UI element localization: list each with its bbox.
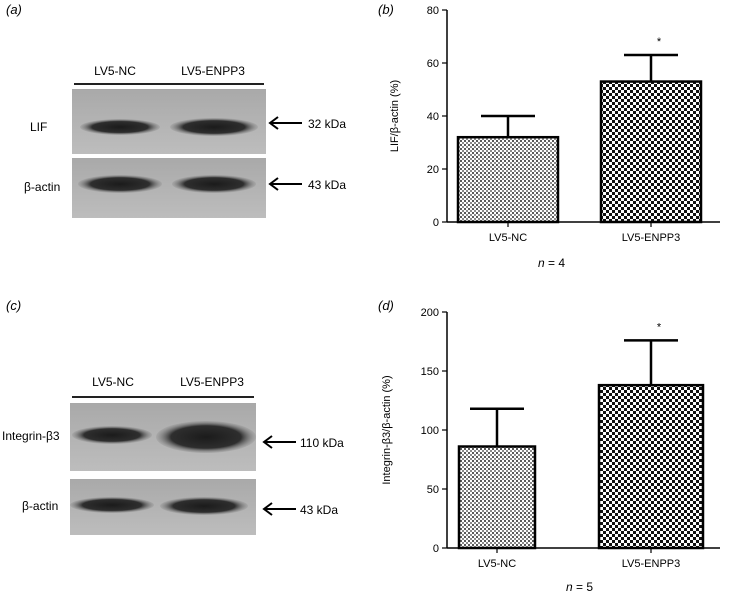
chart-b-y-tick-label: 0 [433, 217, 439, 229]
panel-b-letter: (b) [378, 2, 394, 17]
chart-b-n-var: n [538, 256, 545, 270]
chart-d-n-label: n = 5 [566, 580, 593, 594]
chart-b-y-label: LIF/β-actin (%) [389, 80, 401, 152]
blot-a-row-lif: LIF [30, 120, 48, 134]
chart-d-significance-1: * [657, 321, 662, 333]
blot-a-row-actin: β-actin [24, 180, 61, 194]
blot-c-kda-integrin: 110 kDa [300, 436, 344, 450]
blot-a-col-nc: LV5-NC [94, 64, 136, 78]
chart-d-bar-0 [457, 445, 537, 550]
blot-c-row-actin: β-actin [22, 499, 59, 513]
blot-a-actin-band-nc [78, 175, 162, 193]
blot-a-actin-band-enpp3 [172, 175, 256, 193]
chart-d-y-tick-label: 100 [421, 425, 439, 437]
chart-d-y-tick-label: 200 [421, 307, 439, 319]
chart-b-bar-0 [456, 135, 560, 224]
blot-a-image [72, 83, 266, 218]
blot-c-row-integrin: Integrin-β3 [2, 429, 60, 443]
blot-c-integrin-band-nc [72, 426, 152, 444]
blot-a-kda-lif: 32 kDa [308, 117, 347, 131]
blot-a-kda-actin: 43 kDa [308, 178, 347, 192]
blot-c-actin-band-nc [70, 497, 154, 513]
blot-a-col-enpp3: LV5-ENPP3 [181, 64, 245, 78]
chart-d-n-var: n [566, 580, 573, 594]
chart-d-category-label-0: LV5-NC [478, 558, 516, 570]
chart-b-category-label-0: LV5-NC [489, 232, 527, 244]
blot-c-image [70, 396, 256, 535]
blot-c-kda-actin: 43 kDa [300, 503, 339, 517]
chart-b-y-tick-label: 40 [427, 111, 439, 123]
panel-d-letter: (d) [378, 298, 394, 313]
arrow-left-icon [262, 502, 296, 516]
panel-c-letter: (c) [6, 298, 22, 313]
arrow-left-icon [262, 435, 296, 449]
blot-a-lif-band-enpp3 [170, 118, 258, 136]
chart-d-n-val: = 5 [576, 580, 594, 594]
blot-c-actin-band-enpp3 [160, 497, 248, 515]
chart-d-y-tick-label: 50 [427, 484, 439, 496]
chart-b-n-val: = 4 [548, 256, 566, 270]
chart-d-bar-1 [597, 383, 705, 550]
chart-b-bar-1 [599, 80, 703, 224]
chart-d-category-label-1: LV5-ENPP3 [622, 558, 681, 570]
chart-b-significance-1: * [657, 36, 662, 48]
panel-a-letter: (a) [6, 2, 22, 17]
arrow-left-icon [268, 177, 302, 191]
chart-b-y-tick-label: 60 [427, 58, 439, 70]
chart-b-y-tick-label: 80 [427, 5, 439, 17]
chart-d-y-tick-label: 150 [421, 366, 439, 378]
chart-b-category-label-1: LV5-ENPP3 [622, 232, 681, 244]
chart-d-y-tick-label: 0 [433, 543, 439, 555]
blot-c-col-enpp3: LV5-ENPP3 [180, 375, 244, 389]
blot-a-lif-band-nc [80, 119, 160, 135]
blot-c-integrin-band-enpp3 [156, 421, 256, 453]
arrow-left-icon [268, 116, 302, 130]
blot-c-col-nc: LV5-NC [92, 375, 134, 389]
chart-d-y-label: Integrin-β3/β-actin (%) [381, 375, 393, 484]
chart-b-y-tick-label: 20 [427, 164, 439, 176]
chart-b-n-label: n = 4 [538, 256, 565, 270]
